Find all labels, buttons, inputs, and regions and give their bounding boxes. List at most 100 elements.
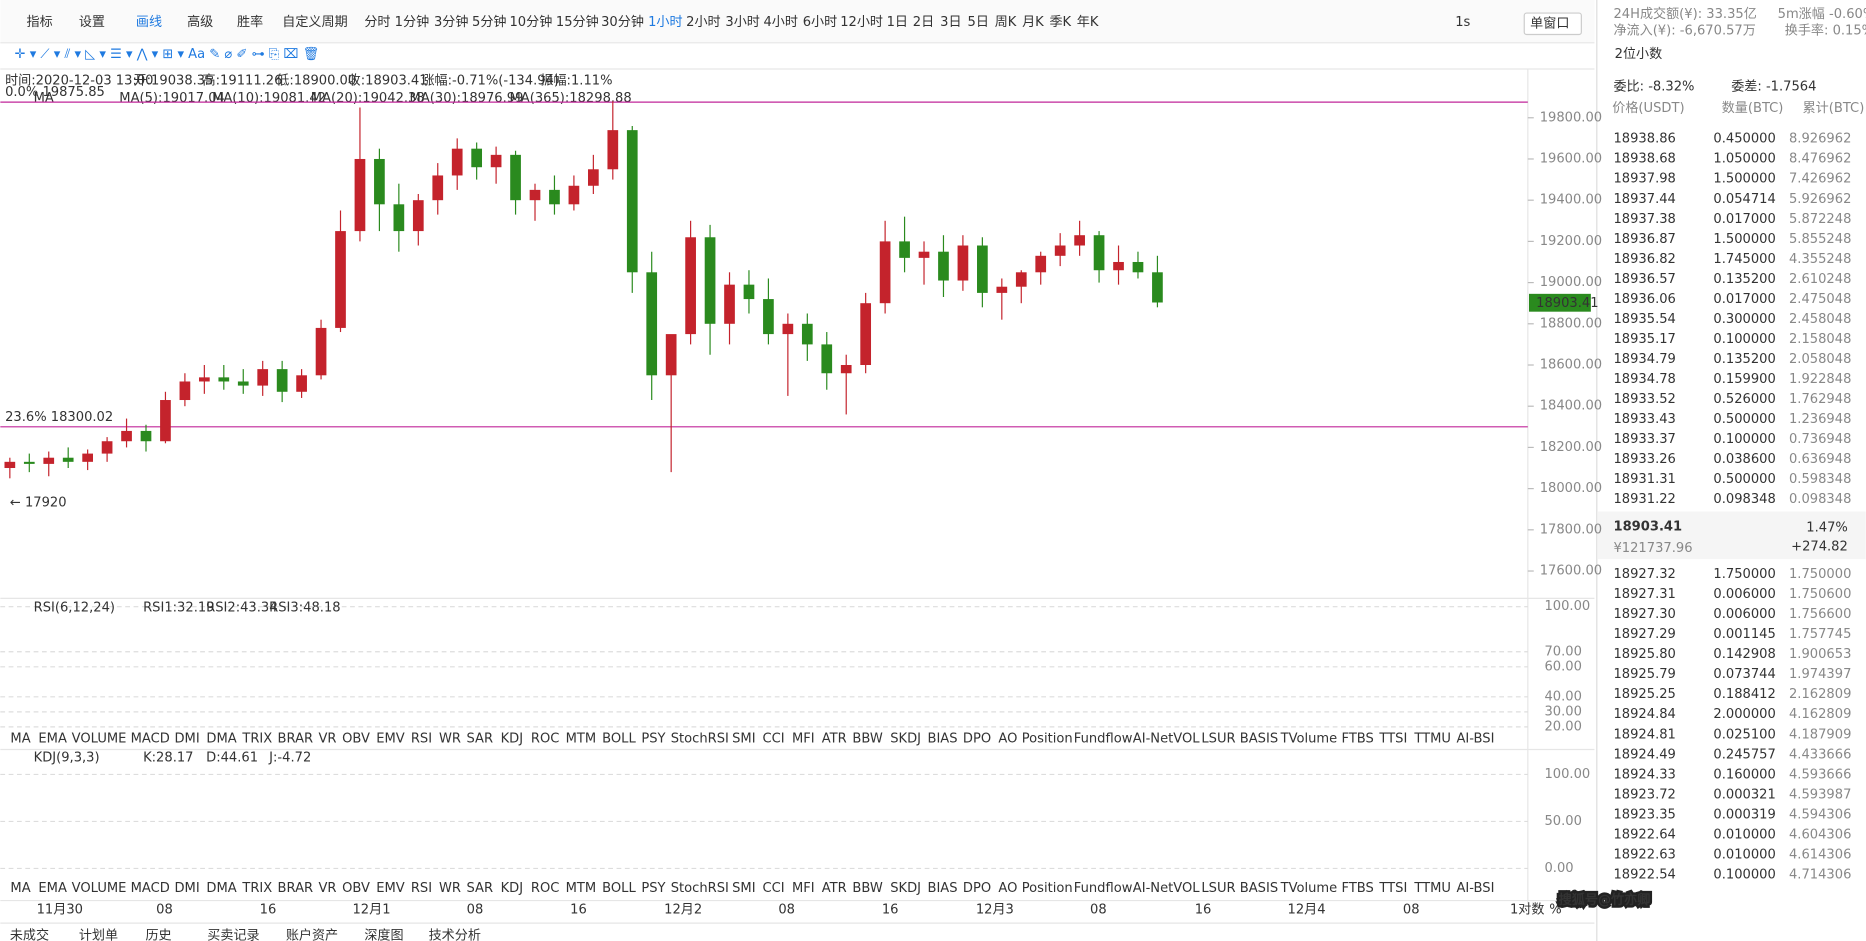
indicator-tab[interactable]: Fundflow [1074,881,1133,896]
decimals[interactable]: 2位小数 [1615,46,1663,62]
indicator-tab[interactable]: TTMU [1413,731,1451,746]
toolbar-button[interactable]: 设置 [79,14,105,30]
indicator-tab[interactable]: StochRSI [671,881,729,896]
toolbar-button[interactable]: 画线 [136,14,162,30]
toolbar-button[interactable]: 胜率 [237,13,263,30]
toolbar-button[interactable]: 指标 [26,14,52,30]
period-button[interactable]: 季K [1049,14,1071,30]
indicator-tab[interactable]: KDJ [501,881,524,896]
period-button[interactable]: 4小时 [763,14,797,30]
indicator-tab[interactable]: VR [318,731,336,746]
bottom-tab[interactable]: 技术分析 [429,928,481,941]
indicator-tab[interactable]: LSUR [1201,731,1235,746]
indicator-tab[interactable]: DPO [963,881,991,896]
indicator-tab[interactable]: WR [439,881,461,896]
indicator-tab[interactable]: SAR [466,731,493,746]
indicator-tab[interactable]: TVolume [1280,881,1338,896]
indicator-tab[interactable]: StochRSI [671,731,729,746]
indicator-tab[interactable]: MA [10,731,30,746]
indicator-tab[interactable]: ATR [822,881,847,896]
indicator-tab[interactable]: DMA [206,731,236,746]
indicator-tab[interactable]: MA [10,881,30,896]
indicator-tab[interactable]: MACD [131,881,170,896]
bottom-tab[interactable]: 账户资产 [286,927,338,941]
scale-mode[interactable]: % [1549,903,1561,918]
indicator-tab[interactable]: BOLL [602,731,636,746]
indicator-tab[interactable]: BOLL [602,881,636,896]
speed[interactable]: 1s [1455,15,1470,30]
indicator-tab[interactable]: LSUR [1201,881,1235,896]
indicator-tab[interactable]: AO [998,731,1017,746]
period-button[interactable]: 3日 [940,15,961,30]
indicator-tab[interactable]: DPO [963,731,991,746]
period-button[interactable]: 5日 [968,15,989,30]
indicator-tab[interactable]: KDJ [501,731,524,746]
indicator-tab[interactable]: TTMU [1413,881,1451,896]
period-button[interactable]: 30分钟 [601,13,644,30]
window-select[interactable]: 单窗口 [1530,14,1569,31]
period-button[interactable]: 12小时 [840,14,883,30]
indicator-tab[interactable]: AI-BSI [1456,881,1494,896]
indicator-tab[interactable]: BIAS [927,731,957,746]
indicator-tab[interactable]: PSY [641,881,666,896]
bottom-tab[interactable]: 深度图 [364,928,403,941]
indicator-tab[interactable]: BRAR [278,881,314,896]
indicator-tab[interactable]: VOLUME [72,881,127,896]
indicator-tab[interactable]: DMI [174,731,199,746]
indicator-tab[interactable]: TTSI [1378,731,1407,746]
period-button[interactable]: 分时 [364,14,390,30]
toolbar-button[interactable]: 高级 [187,13,213,30]
indicator-tab[interactable]: ROC [531,881,560,896]
indicator-tab[interactable]: EMV [376,881,405,896]
indicator-tab[interactable]: MFI [792,881,815,896]
period-button[interactable]: 10分钟 [509,13,552,30]
period-button[interactable]: 15分钟 [556,13,599,30]
indicator-tab[interactable]: OBV [342,881,370,896]
period-button[interactable]: 2日 [913,15,934,30]
indicator-tab[interactable]: RSI [411,881,432,896]
indicator-tab[interactable]: PSY [641,731,666,746]
indicator-tab[interactable]: SMI [732,881,755,896]
indicator-tab[interactable]: SAR [466,881,493,896]
indicator-tab[interactable]: SKDJ [890,881,921,896]
indicator-tab[interactable]: OBV [342,731,370,746]
bottom-tab[interactable]: 历史 [145,928,171,941]
bottom-tab[interactable]: 买卖记录 [207,928,259,941]
scale-mode[interactable]: 1对数 [1510,902,1544,918]
indicator-tab[interactable]: MTM [566,881,597,896]
period-button[interactable]: 周K [995,15,1017,30]
indicator-tab[interactable]: FTBS [1342,881,1374,896]
indicator-tab[interactable]: Fundflow [1074,731,1133,746]
indicator-tab[interactable]: TRIX [241,881,272,896]
indicator-tab[interactable]: VOLUME [72,731,127,746]
bottom-tab[interactable]: 未成交 [10,927,49,941]
tool-icons[interactable]: ✛ ▾ ⟋ ▾ ⫽ ▾ ◺ ▾ ☰ ▾ ⋀ ▾ ⊞ ▾ Aa ✎ ⌀ ✐ ⊶ ⎘… [15,46,320,62]
indicator-tab[interactable]: VR [318,881,336,896]
indicator-tab[interactable]: BIAS [927,881,957,896]
period-button[interactable]: 3小时 [725,14,759,30]
period-button[interactable]: 2小时 [686,14,720,30]
indicator-tab[interactable]: TTSI [1378,881,1407,896]
indicator-tab[interactable]: AO [998,881,1017,896]
indicator-tab[interactable]: DMI [174,881,199,896]
indicator-tab[interactable]: SMI [732,731,755,746]
indicator-tab[interactable]: BASIS [1240,731,1278,746]
period-button[interactable]: 1小时 [648,14,682,30]
period-button[interactable]: 3分钟 [434,13,468,30]
indicator-tab[interactable]: Position [1022,731,1073,746]
period-button[interactable]: 6小时 [803,14,837,30]
indicator-tab[interactable]: CCI [763,731,785,746]
indicator-tab[interactable]: TVolume [1280,731,1338,746]
indicator-tab[interactable]: EMV [376,731,405,746]
period-button[interactable]: 1分钟 [395,13,429,30]
custom-period[interactable]: 自定义周期 [282,14,347,30]
indicator-tab[interactable]: BASIS [1240,881,1278,896]
indicator-tab[interactable]: Position [1022,881,1073,896]
indicator-tab[interactable]: EMA [38,881,67,896]
indicator-tab[interactable]: BRAR [278,731,314,746]
indicator-tab[interactable]: CCI [763,881,785,896]
period-button[interactable]: 5分钟 [472,13,506,30]
indicator-tab[interactable]: DMA [206,881,236,896]
indicator-tab[interactable]: SKDJ [890,731,921,746]
period-button[interactable]: 年K [1077,14,1099,30]
